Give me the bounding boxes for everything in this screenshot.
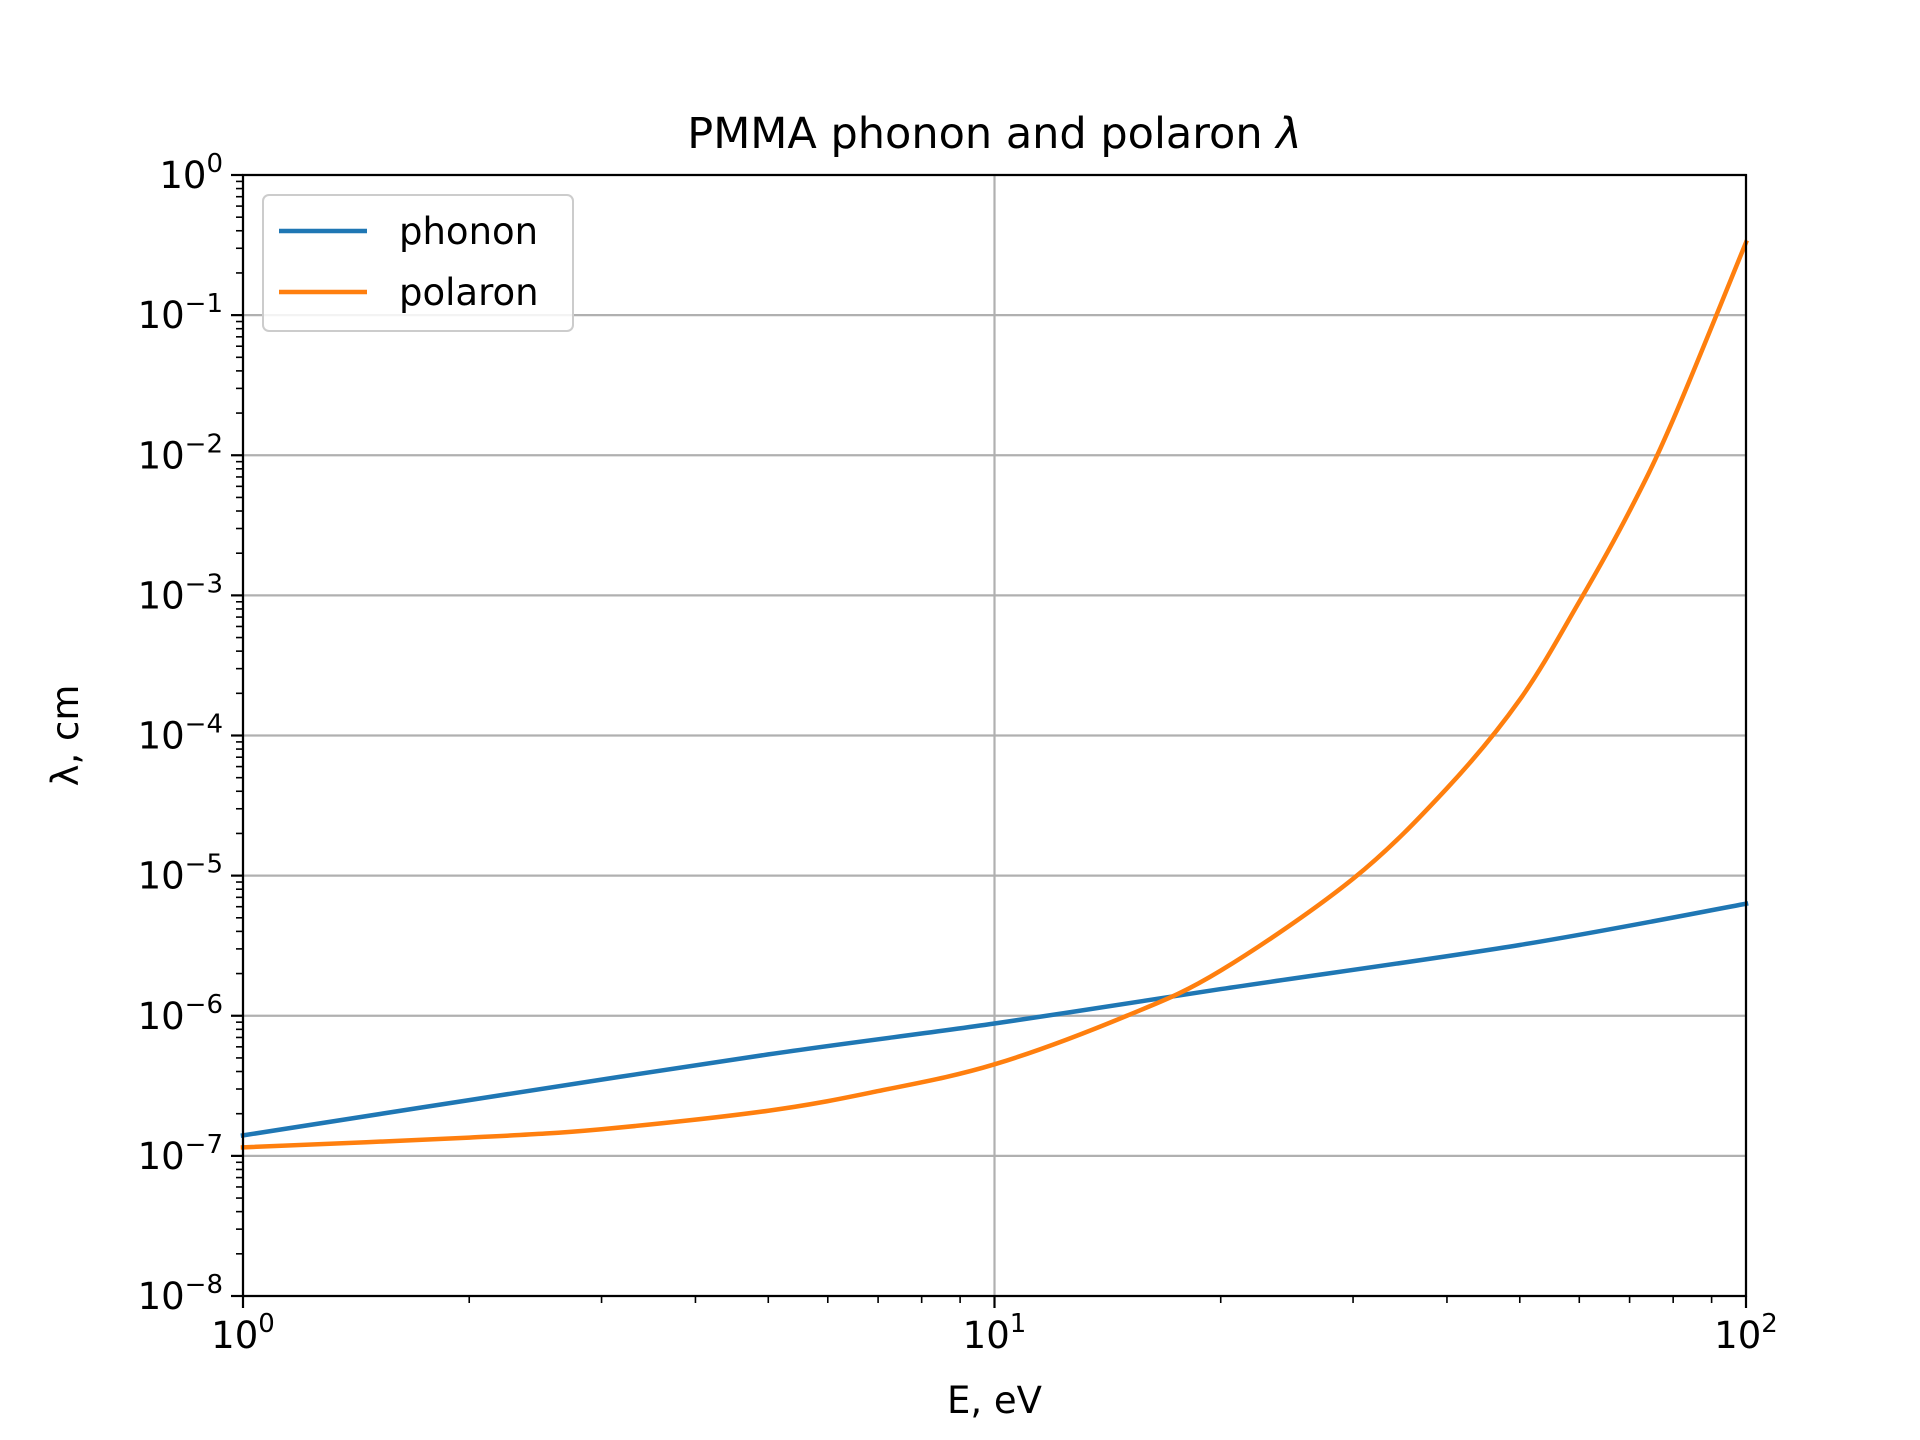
legend-label-phonon: phonon bbox=[399, 210, 538, 253]
y-tick-labels: 100 10−1 10−2 10−3 10−4 10−5 10−6 10−7 10−8 bbox=[138, 149, 223, 1318]
x-tick-labels: 100 101 102 bbox=[211, 1309, 1778, 1357]
legend: phonon polaron bbox=[262, 194, 574, 332]
chart-title: PMMA phonon and polaron λ bbox=[687, 109, 1301, 159]
y-tick-label: 10−2 bbox=[138, 429, 223, 477]
series-layer bbox=[240, 239, 1749, 1150]
x-tick-label: 102 bbox=[1714, 1309, 1778, 1357]
y-tick-label: 10−5 bbox=[138, 850, 223, 898]
x-tick-label: 101 bbox=[963, 1309, 1027, 1357]
y-tick-label: 10−6 bbox=[138, 990, 223, 1038]
x-tick-label: 100 bbox=[211, 1309, 275, 1357]
y-tick-label: 10−8 bbox=[138, 1270, 223, 1318]
y-tick-label: 10−7 bbox=[138, 1130, 223, 1178]
y-tick-label: 100 bbox=[159, 149, 223, 197]
x-axis-label: E, eV bbox=[947, 1379, 1042, 1422]
y-tick-label: 10−1 bbox=[138, 289, 223, 337]
y-axis-label: λ, cm bbox=[44, 685, 87, 787]
major-ticks bbox=[231, 173, 1748, 1308]
legend-label-polaron: polaron bbox=[399, 271, 539, 314]
y-tick-label: 10−4 bbox=[138, 710, 223, 758]
y-tick-label: 10−3 bbox=[138, 569, 223, 617]
plot-frame bbox=[241, 173, 1748, 1298]
series-line-polaron bbox=[240, 239, 1749, 1150]
series-line-phonon bbox=[240, 901, 1749, 1138]
minor-ticks bbox=[236, 180, 1713, 1303]
